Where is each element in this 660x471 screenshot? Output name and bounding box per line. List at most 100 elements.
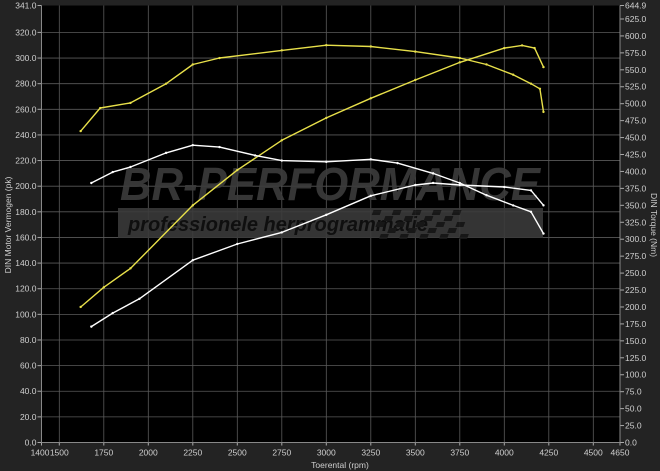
data-point	[253, 154, 257, 157]
checker-square	[371, 210, 382, 215]
y2-tick-label: 275.0	[625, 251, 647, 261]
data-point	[458, 183, 461, 187]
data-point	[503, 46, 506, 50]
checker-square	[427, 228, 438, 233]
checker-square	[383, 216, 394, 221]
y2-axis-label: DIN Torque (Nm)	[649, 193, 659, 257]
series-line-3	[90, 182, 545, 328]
data-point	[414, 78, 417, 82]
data-point	[191, 143, 194, 147]
checker-square	[443, 216, 454, 221]
axes: 1400 1500 1750 2000 2250 2500 2750 3000 3250 3500…	[15, 1, 646, 458]
y2-tick-label: 375.0	[625, 183, 647, 193]
y2-tick-label: 75.0	[625, 387, 642, 397]
checker-square	[439, 234, 449, 239]
x-tick-label: 3750	[450, 448, 469, 458]
y2-tick-label: 400.0	[625, 166, 647, 176]
data-point	[414, 50, 417, 53]
y-tick-label: 320.0	[15, 27, 37, 37]
y2-tick-label: 325.0	[625, 217, 647, 227]
data-point	[520, 44, 524, 47]
data-point	[369, 158, 372, 161]
checker-square	[399, 234, 409, 239]
watermark-tagline: professionele herprogrammatie	[127, 214, 428, 236]
checker-square	[423, 216, 434, 221]
y2-tick-label: 25.0	[625, 421, 642, 431]
y-tick-label: 200.0	[15, 181, 37, 191]
data-point	[79, 305, 82, 309]
series-group	[79, 44, 545, 328]
data-point	[458, 56, 461, 60]
data-point	[236, 242, 239, 246]
x-axis-label: Toerental (rpm)	[311, 460, 369, 470]
checker-square	[419, 234, 429, 239]
data-point	[414, 183, 417, 187]
data-point	[485, 193, 488, 197]
data-point	[396, 161, 399, 165]
x-tick-label: 3250	[361, 448, 380, 458]
data-point	[512, 73, 515, 76]
checker-square	[455, 222, 466, 227]
checker-square	[403, 216, 414, 221]
data-point	[369, 45, 372, 48]
data-point	[280, 139, 283, 142]
y-tick-label: 341.0	[15, 1, 37, 11]
x-tick-label: 3000	[317, 448, 336, 458]
data-point	[542, 110, 545, 114]
data-point	[164, 151, 168, 155]
y2-tick-label: 50.0	[625, 404, 642, 414]
y2-tick-label: 250.0	[625, 268, 647, 278]
data-point	[129, 267, 132, 270]
checker-square	[407, 228, 418, 233]
checker-square	[387, 228, 398, 233]
data-point	[111, 170, 114, 174]
data-point	[90, 181, 93, 185]
checker-square	[375, 222, 386, 227]
y-tick-label: 20.0	[20, 412, 37, 422]
data-point	[191, 63, 194, 66]
data-point	[99, 106, 102, 110]
x-tick-label: 2000	[139, 448, 158, 458]
data-point	[280, 159, 283, 162]
data-point	[111, 311, 114, 315]
y-tick-label: 300.0	[15, 53, 37, 63]
y2-tick-label: 625.0	[625, 14, 647, 24]
y-tick-label: 260.0	[15, 104, 37, 114]
data-point	[512, 204, 515, 207]
y2-tick-label: 525.0	[625, 82, 647, 92]
series-line-1	[80, 44, 545, 308]
y-tick-label: 40.0	[20, 386, 37, 396]
data-point	[503, 185, 506, 189]
data-point	[218, 145, 221, 149]
data-point	[369, 194, 372, 198]
data-point	[485, 63, 488, 66]
checker-square	[435, 222, 446, 227]
y2-tick-label: 200.0	[625, 302, 647, 312]
x-tick-label: 4500	[584, 448, 603, 458]
y2-tick-label: 600.0	[625, 31, 647, 41]
y-tick-label: 0.0	[25, 438, 37, 448]
y-tick-label: 100.0	[15, 309, 37, 319]
y-tick-label: 220.0	[15, 156, 37, 166]
x-tick-label: 4250	[539, 448, 558, 458]
data-point	[458, 181, 461, 185]
data-point	[325, 213, 328, 217]
data-point	[529, 189, 533, 192]
y-tick-label: 140.0	[15, 258, 37, 268]
y2-tick-label: 0.0	[625, 438, 637, 448]
data-point	[236, 168, 239, 172]
checkered-flag-icon	[371, 210, 469, 239]
watermark-logo: BR-PERFORMANCE professionele herprogramm…	[118, 158, 543, 239]
data-point	[431, 172, 435, 175]
x-tick-label: 2250	[183, 448, 202, 458]
y2-tick-label: 125.0	[625, 353, 647, 363]
data-point	[431, 181, 435, 185]
data-point	[529, 210, 533, 214]
data-point	[325, 44, 328, 47]
checker-square	[415, 222, 426, 227]
y-tick-label: 280.0	[15, 79, 37, 89]
y2-tick-label: 300.0	[625, 234, 647, 244]
y2-tick-label: 550.0	[625, 65, 647, 75]
x-tick-label: 2750	[272, 448, 291, 458]
y-tick-label: 160.0	[15, 232, 37, 242]
